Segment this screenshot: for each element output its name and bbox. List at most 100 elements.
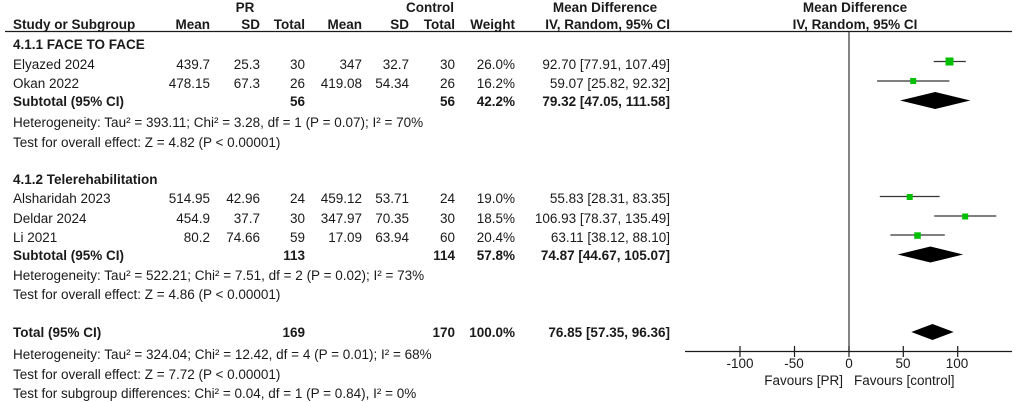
tick-label: -50	[784, 356, 804, 371]
sd2: 32.7	[382, 57, 409, 72]
subgroup-title: 4.1.1 FACE TO FACE	[13, 37, 145, 52]
n2: 30	[439, 57, 455, 72]
n2: 170	[432, 325, 455, 340]
col-sd2: SD	[390, 17, 409, 32]
col-ci: IV, Random, 95% CI	[545, 17, 670, 32]
n1: 113	[283, 248, 305, 263]
mean1: 454.9	[176, 211, 210, 226]
group1-header: PR	[235, 0, 255, 15]
ci: 59.07 [25.82, 92.32]	[549, 76, 670, 91]
col-total1: Total	[273, 17, 305, 32]
plot-header: Mean Difference	[802, 0, 908, 15]
subgroup-title: 4.1.2 Telerehabilitation	[13, 172, 158, 187]
mean2: 459.12	[320, 191, 362, 206]
study-name: Elyazed 2024	[13, 57, 95, 72]
col-total2: Total	[423, 17, 455, 32]
tick-label: 50	[895, 356, 911, 371]
overall-effect-text: Test for overall effect: Z = 4.86 (P < 0…	[13, 287, 281, 302]
heterogeneity-text: Heterogeneity: Tau² = 522.21; Chi² = 7.5…	[13, 268, 425, 283]
weight: 19.0%	[476, 191, 515, 206]
total-label: Total (95% CI)	[13, 325, 102, 340]
mean2: 419.08	[320, 76, 362, 91]
n2: 60	[439, 230, 455, 245]
sd2: 53.71	[375, 191, 409, 206]
col-study: Study or Subgroup	[13, 17, 136, 32]
n1: 30	[289, 57, 305, 72]
n2: 114	[433, 248, 455, 263]
col-sd1: SD	[241, 17, 260, 32]
col-plot-ci: IV, Random, 95% CI	[792, 17, 918, 32]
mean1: 80.2	[183, 230, 210, 245]
n1: 26	[289, 76, 305, 91]
study-name: Li 2021	[13, 230, 58, 245]
sd2: 70.35	[375, 211, 409, 226]
subtotal-label: Subtotal (95% CI)	[13, 248, 125, 263]
sd1: 67.3	[233, 76, 260, 91]
weight: 18.5%	[476, 211, 515, 226]
study-name: Deldar 2024	[13, 211, 87, 226]
n1: 30	[289, 211, 305, 226]
mean1: 514.95	[168, 191, 210, 206]
weight: 16.2%	[476, 76, 515, 91]
mean2: 347	[339, 57, 362, 72]
ci: 63.11 [38.12, 88.10]	[550, 230, 670, 245]
col-mean1: Mean	[175, 17, 210, 32]
ci: 74.87 [44.67, 105.07]	[540, 248, 670, 263]
sd1: 37.7	[233, 211, 260, 226]
favours-right-label: Favours [control]	[854, 373, 955, 388]
n2: 26	[439, 76, 455, 91]
weight: 26.0%	[476, 57, 515, 72]
sd1: 74.66	[226, 230, 260, 245]
sd1: 25.3	[233, 57, 260, 72]
n2: 24	[439, 191, 455, 206]
n1: 169	[282, 325, 305, 340]
study-name: Okan 2022	[13, 76, 80, 91]
md-header: Mean Difference	[552, 0, 658, 15]
n1: 59	[289, 230, 305, 245]
heterogeneity-text: Heterogeneity: Tau² = 393.11; Chi² = 3.2…	[13, 115, 424, 130]
ci: 92.70 [77.91, 107.49]	[542, 57, 670, 72]
favours-left-label: Favours [PR]	[764, 373, 843, 388]
n2: 30	[439, 211, 455, 226]
weight: 20.4%	[476, 230, 515, 245]
weight: 57.8%	[476, 248, 515, 263]
study-marker-elyazed	[933, 57, 966, 66]
study-marker-deldar	[934, 213, 997, 220]
n1: 24	[289, 191, 305, 206]
tick-label: 0	[845, 356, 853, 371]
study-marker-okan	[877, 78, 950, 84]
ci: 106.93 [78.37, 135.49]	[534, 211, 670, 226]
group2-header: Control	[406, 0, 454, 15]
weight: 42.2%	[476, 94, 515, 109]
study-marker-li	[890, 232, 945, 239]
overall-effect-text: Test for overall effect: Z = 4.82 (P < 0…	[13, 135, 281, 150]
n1: 56	[289, 94, 305, 109]
mean2: 17.09	[328, 230, 362, 245]
tick-label: 100	[945, 356, 969, 371]
col-mean2: Mean	[327, 17, 362, 32]
overall-effect-text: Test for overall effect: Z = 7.72 (P < 0…	[13, 367, 281, 382]
ci: 76.85 [57.35, 96.36]	[548, 325, 670, 340]
sd1: 42.96	[226, 191, 260, 206]
mean2: 347.97	[320, 211, 362, 226]
subtotal-diamond	[897, 246, 964, 263]
ci: 79.32 [47.05, 111.58]	[542, 94, 670, 109]
ci: 55.83 [28.31, 83.35]	[549, 191, 670, 206]
sd2: 54.34	[375, 76, 409, 91]
study-marker-alsharidah	[879, 194, 940, 200]
subgroup-diff-text: Test for subgroup differences: Chi² = 0.…	[13, 386, 417, 401]
mean1: 439.7	[176, 57, 210, 72]
study-name: Alsharidah 2023	[13, 191, 111, 206]
n2: 56	[439, 94, 455, 109]
subtotal-label: Subtotal (95% CI)	[13, 94, 125, 109]
tick-label: -100	[726, 356, 754, 371]
x-axis-ticks	[739, 346, 959, 357]
heterogeneity-text: Heterogeneity: Tau² = 324.04; Chi² = 12.…	[13, 347, 432, 362]
subtotal-diamond	[900, 92, 971, 109]
sd2: 63.94	[375, 230, 409, 245]
col-weight: Weight	[470, 17, 515, 32]
total-diamond	[911, 324, 954, 340]
weight: 100.0%	[469, 325, 515, 340]
mean1: 478.15	[168, 76, 210, 91]
